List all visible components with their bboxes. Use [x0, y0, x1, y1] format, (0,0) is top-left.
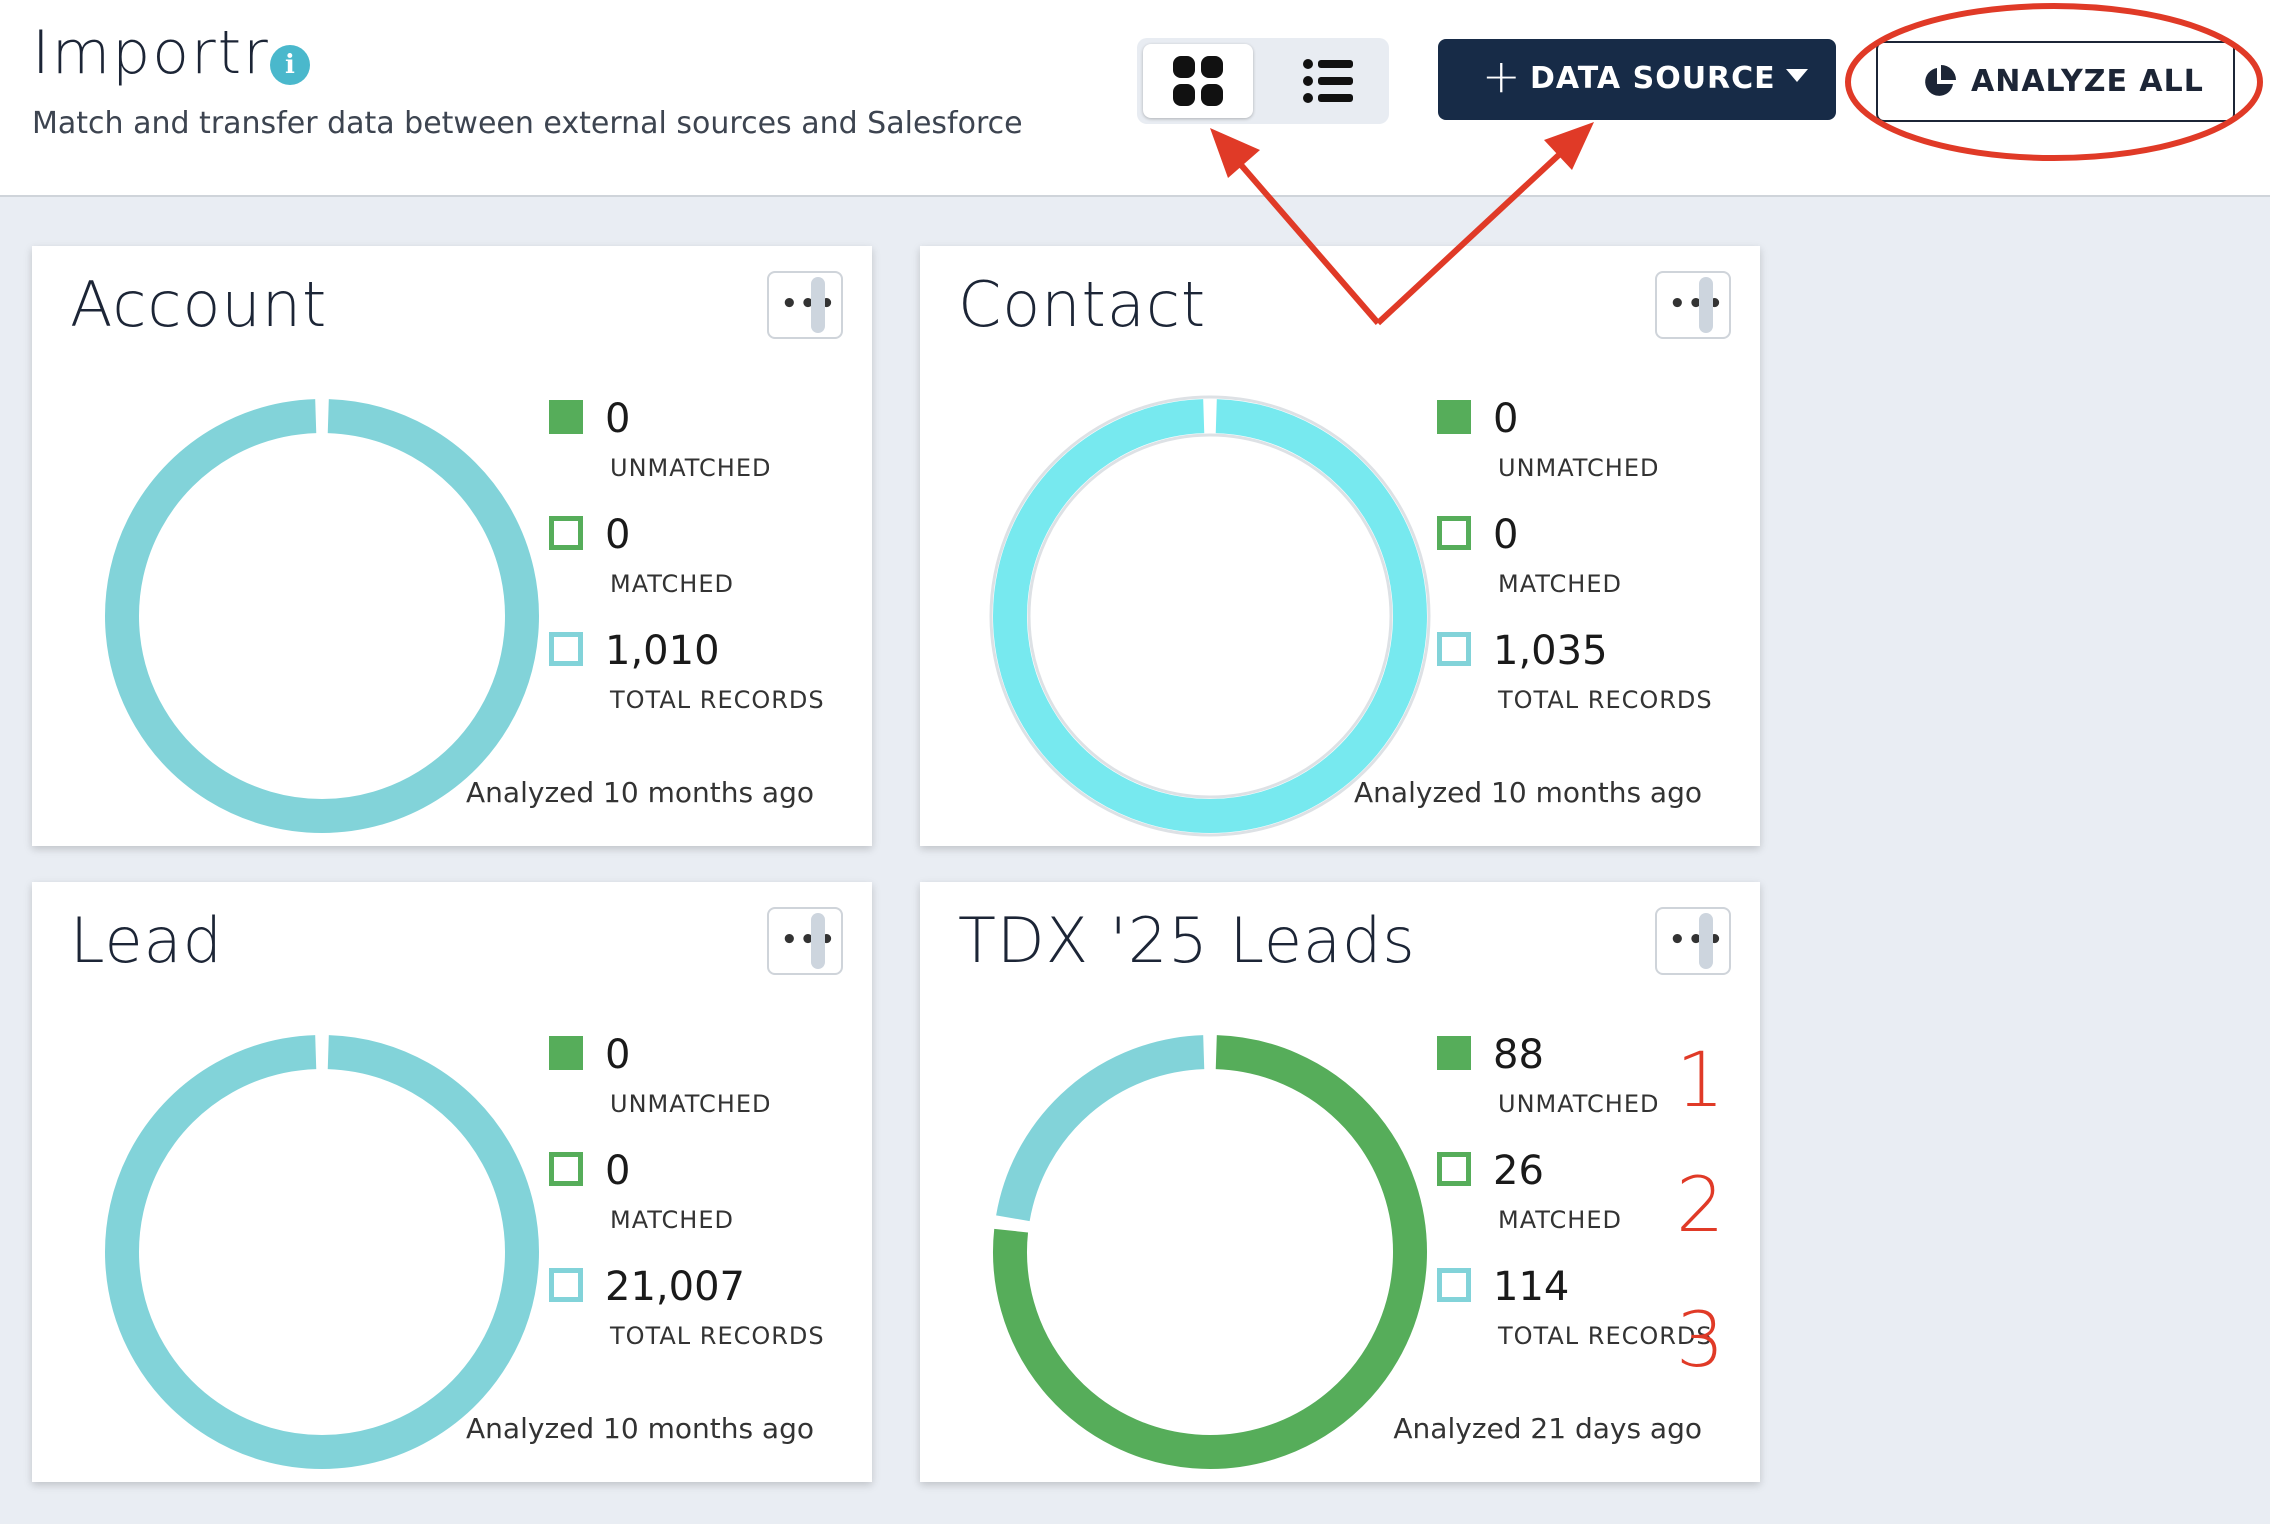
total-label: TOTAL RECORDS [610, 686, 825, 714]
data-source-card-account: Account ••• 0 UNMATCHED 0 MATCHED 1,010 TOTAL R… [32, 246, 872, 846]
data-source-card-tdx-leads: TDX '25 Leads ••• 88 UNMATCHED 26 MATCHED 114 T… [920, 882, 1760, 1482]
unmatched-swatch [549, 1036, 583, 1070]
total-swatch [1437, 632, 1471, 666]
unmatched-label: UNMATCHED [610, 1090, 772, 1118]
more-icon: ••• [781, 925, 837, 955]
annotation-number-3: 3 [1676, 1295, 1725, 1384]
matched-swatch [1437, 516, 1471, 550]
card-title: Lead [70, 904, 223, 977]
matched-label: MATCHED [610, 1206, 734, 1234]
page-header: Importr i Match and transfer data betwee… [0, 0, 2270, 197]
plus-icon: + [1482, 49, 1521, 103]
matched-count: 0 [1493, 512, 1519, 558]
donut-segment-total [993, 399, 1427, 833]
total-swatch [549, 632, 583, 666]
list-view-button[interactable] [1273, 44, 1383, 118]
unmatched-count: 0 [1493, 396, 1519, 442]
donut-segment-remaining [996, 1035, 1205, 1222]
card-menu-scrollbar [1699, 277, 1713, 333]
matched-swatch [549, 516, 583, 550]
unmatched-swatch [1437, 1036, 1471, 1070]
total-label: TOTAL RECORDS [610, 1322, 825, 1350]
card-menu-scrollbar [1699, 913, 1713, 969]
app-title: Importr [32, 18, 270, 88]
data-source-card-contact: Contact ••• 0 UNMATCHED 0 MATCHED 1,035 TOTAL R… [920, 246, 1760, 846]
matched-swatch [1437, 1152, 1471, 1186]
unmatched-label: UNMATCHED [1498, 454, 1660, 482]
unmatched-count: 0 [605, 396, 631, 442]
unmatched-count: 88 [1493, 1032, 1544, 1078]
more-icon: ••• [1669, 925, 1725, 955]
total-count: 1,035 [1493, 628, 1608, 674]
unmatched-swatch [549, 400, 583, 434]
card-title: TDX '25 Leads [958, 904, 1416, 977]
unmatched-label: UNMATCHED [610, 454, 772, 482]
analyzed-timestamp: Analyzed 21 days ago [1393, 1412, 1702, 1445]
data-source-label: DATA SOURCE [1530, 61, 1776, 96]
annotation-number-2: 2 [1676, 1160, 1725, 1249]
card-title: Account [70, 268, 328, 341]
matched-count: 0 [605, 512, 631, 558]
matched-label: MATCHED [1498, 570, 1622, 598]
info-icon[interactable]: i [270, 45, 310, 85]
donut-segment-total [105, 1035, 539, 1469]
total-count: 21,007 [605, 1264, 745, 1310]
donut-chart [989, 395, 1431, 837]
add-data-source-button[interactable]: + DATA SOURCE [1438, 39, 1836, 120]
card-menu-button[interactable]: ••• [1655, 271, 1731, 339]
grid-view-icon [1173, 56, 1223, 106]
more-icon: ••• [1669, 289, 1725, 319]
caret-down-icon[interactable] [1786, 69, 1808, 82]
matched-label: MATCHED [610, 570, 734, 598]
card-menu-button[interactable]: ••• [767, 907, 843, 975]
card-menu-scrollbar [811, 277, 825, 333]
donut-segment-total [105, 399, 539, 833]
list-view-icon [1303, 59, 1353, 103]
unmatched-count: 0 [605, 1032, 631, 1078]
matched-label: MATCHED [1498, 1206, 1622, 1234]
app-subtitle: Match and transfer data between external… [32, 106, 1023, 141]
matched-count: 26 [1493, 1148, 1544, 1194]
pie-chart-icon [1925, 65, 1956, 96]
total-label: TOTAL RECORDS [1498, 1322, 1713, 1350]
annotation-number-1: 1 [1676, 1035, 1725, 1124]
analyzed-timestamp: Analyzed 10 months ago [466, 776, 814, 809]
unmatched-swatch [1437, 400, 1471, 434]
card-menu-button[interactable]: ••• [767, 271, 843, 339]
matched-count: 0 [605, 1148, 631, 1194]
donut-chart [105, 399, 539, 833]
card-menu-button[interactable]: ••• [1655, 907, 1731, 975]
grid-view-button[interactable] [1143, 44, 1253, 118]
card-title: Contact [958, 268, 1207, 341]
view-toggle [1137, 38, 1389, 124]
analyzed-timestamp: Analyzed 10 months ago [466, 1412, 814, 1445]
analyze-all-label: ANALYZE ALL [1971, 64, 2204, 99]
total-swatch [549, 1268, 583, 1302]
analyze-all-button[interactable]: ANALYZE ALL [1876, 41, 2235, 122]
unmatched-label: UNMATCHED [1498, 1090, 1660, 1118]
donut-chart [993, 1035, 1427, 1469]
total-swatch [1437, 1268, 1471, 1302]
more-icon: ••• [781, 289, 837, 319]
total-label: TOTAL RECORDS [1498, 686, 1713, 714]
donut-segment-unmatched [993, 1035, 1427, 1469]
card-menu-scrollbar [811, 913, 825, 969]
data-source-card-lead: Lead ••• 0 UNMATCHED 0 MATCHED 21,007 TOTAL REC… [32, 882, 872, 1482]
total-count: 114 [1493, 1264, 1570, 1310]
total-count: 1,010 [605, 628, 720, 674]
analyzed-timestamp: Analyzed 10 months ago [1354, 776, 1702, 809]
donut-chart [105, 1035, 539, 1469]
matched-swatch [549, 1152, 583, 1186]
